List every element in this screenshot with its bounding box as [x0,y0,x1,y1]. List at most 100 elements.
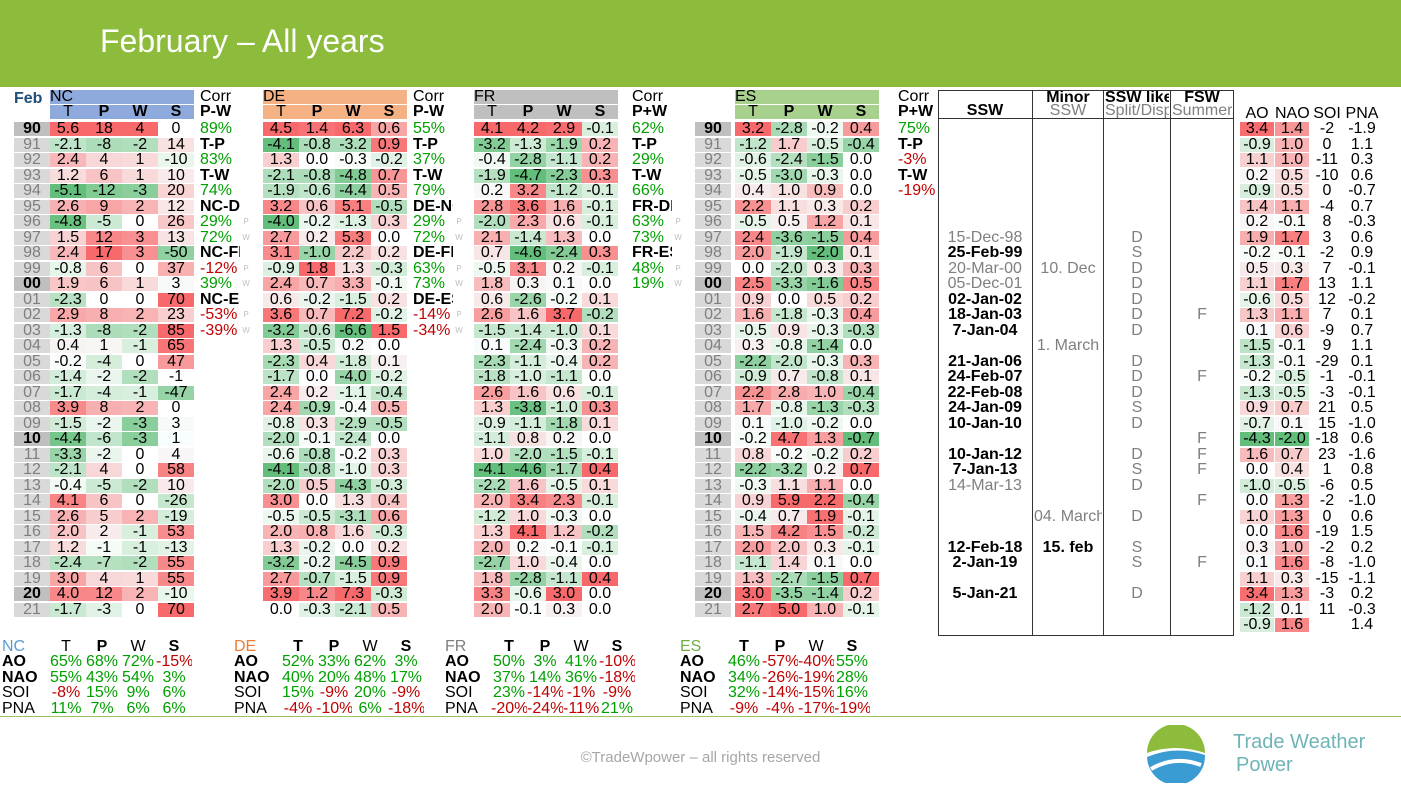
data-cell: 5.3 [335,230,371,245]
index-value: 1.3 [1275,587,1309,601]
data-cell: 1.0 [510,509,546,524]
fsw-flag: F [1197,432,1207,446]
corr-value [632,324,672,338]
data-cell: 0.4 [843,122,879,136]
data-cell: -0.3 [807,168,843,183]
data-cell: -0.2 [299,556,335,570]
index-value: -0.7 [1345,184,1379,198]
data-cell: 0.0 [843,478,879,493]
year-label: 04 [14,339,50,353]
data-cell: -1.1 [546,370,582,384]
data-cell: 1.8 [474,571,510,586]
summary-region: ES [680,640,702,654]
index-value: 0.5 [1345,401,1379,415]
index-value: 0.5 [1240,261,1274,276]
summary-value: -14% [762,686,798,700]
corr-value [632,293,672,307]
data-cell: -0.8 [807,370,843,384]
data-cell: 1 [122,168,158,183]
data-cell: 2.4 [50,153,86,167]
ssw-type: D [1131,447,1143,462]
data-cell: 1.9 [50,277,86,291]
data-cell: 85 [158,323,194,338]
ssw-header: FSW [1184,91,1220,105]
data-cell: 0.0 [582,230,618,245]
summary-value: -18% [599,670,635,685]
data-cell: 0.4 [299,354,335,369]
summary-value: -19% [798,670,834,685]
index-value: 0.7 [1345,199,1379,214]
data-cell: -2.8 [510,571,546,586]
data-cell: -2.4 [50,556,86,570]
data-cell: 0.7 [474,246,510,260]
data-cell: 2.0 [474,602,510,617]
data-cell: 0.3 [843,354,879,369]
corr-value: 89% [200,122,233,136]
index-value: 0.6 [1345,509,1379,524]
index-value: 0.7 [1345,323,1379,338]
data-cell: -1.8 [335,354,371,369]
year-label: 08 [695,401,731,415]
index-value: 0.7 [1275,447,1309,462]
data-cell: -1 [122,525,158,539]
ssw-header: SSW like [1105,91,1169,105]
summary-value: 68% [85,655,119,669]
data-cell: 8 [86,308,122,322]
data-cell: 0.2 [299,230,335,245]
index-value: 3.4 [1240,587,1274,601]
year-label: 09 [695,416,731,431]
data-cell: 1.3 [263,540,299,555]
data-cell: -0.5 [299,339,335,353]
summary-value: 6% [162,701,186,716]
corr-tag: W [242,279,250,288]
region-header-fill [582,90,618,104]
data-cell: 0.3 [510,277,546,291]
ssw-date: 14-Mar-13 [948,478,1022,493]
index-value: 0.9 [1345,246,1379,260]
col-header: P [86,105,122,119]
summary-value: 52% [281,655,315,669]
data-cell: -0.8 [771,339,807,353]
data-cell: -2 [122,323,158,338]
data-cell: 0.0 [771,292,807,307]
feb-label: Feb [14,92,42,106]
data-cell: 17 [86,246,122,260]
col-header: T [50,105,86,119]
data-cell: 2.6 [474,308,510,322]
data-cell: -0.2 [335,447,371,462]
index-value: -0.7 [1240,416,1274,431]
corr-value: 19% [632,277,665,291]
year-label: 94 [14,184,50,198]
data-cell: -3.6 [771,230,807,245]
index-value: 1.0 [1275,153,1309,167]
data-cell: 2.4 [263,401,299,415]
data-cell: 0.0 [582,509,618,524]
data-cell: -7 [86,556,122,570]
data-cell: -4 [86,354,122,369]
index-value: 1.1 [1345,137,1379,152]
summary-value: 15% [281,686,315,700]
summary-col-header: S [846,640,858,654]
data-cell: 1.3 [807,432,843,446]
corr-value: 63% [413,261,446,276]
data-cell: -0.7 [299,571,335,586]
index-value: 1.6 [1275,618,1309,632]
summary-row-label: SOI [680,686,708,700]
corr-value: 66% [632,184,665,198]
index-value: -0.1 [1275,246,1309,260]
data-cell: 0.1 [474,339,510,353]
data-cell: 2.0 [50,525,86,539]
data-cell: -1.9 [263,184,299,198]
corr-value: 29% [632,153,665,167]
data-cell: -3.2 [263,556,299,570]
summary-region: FR [445,640,467,654]
col-header: S [371,105,407,119]
data-cell: 1.4 [771,556,807,570]
data-cell: 4.2 [771,525,807,539]
col-header: S [158,105,194,119]
data-cell: -10 [158,587,194,601]
year-label: 00 [14,277,50,291]
data-cell: -0.5 [474,261,510,276]
data-cell: 58 [158,463,194,477]
data-cell: 2 [122,509,158,524]
